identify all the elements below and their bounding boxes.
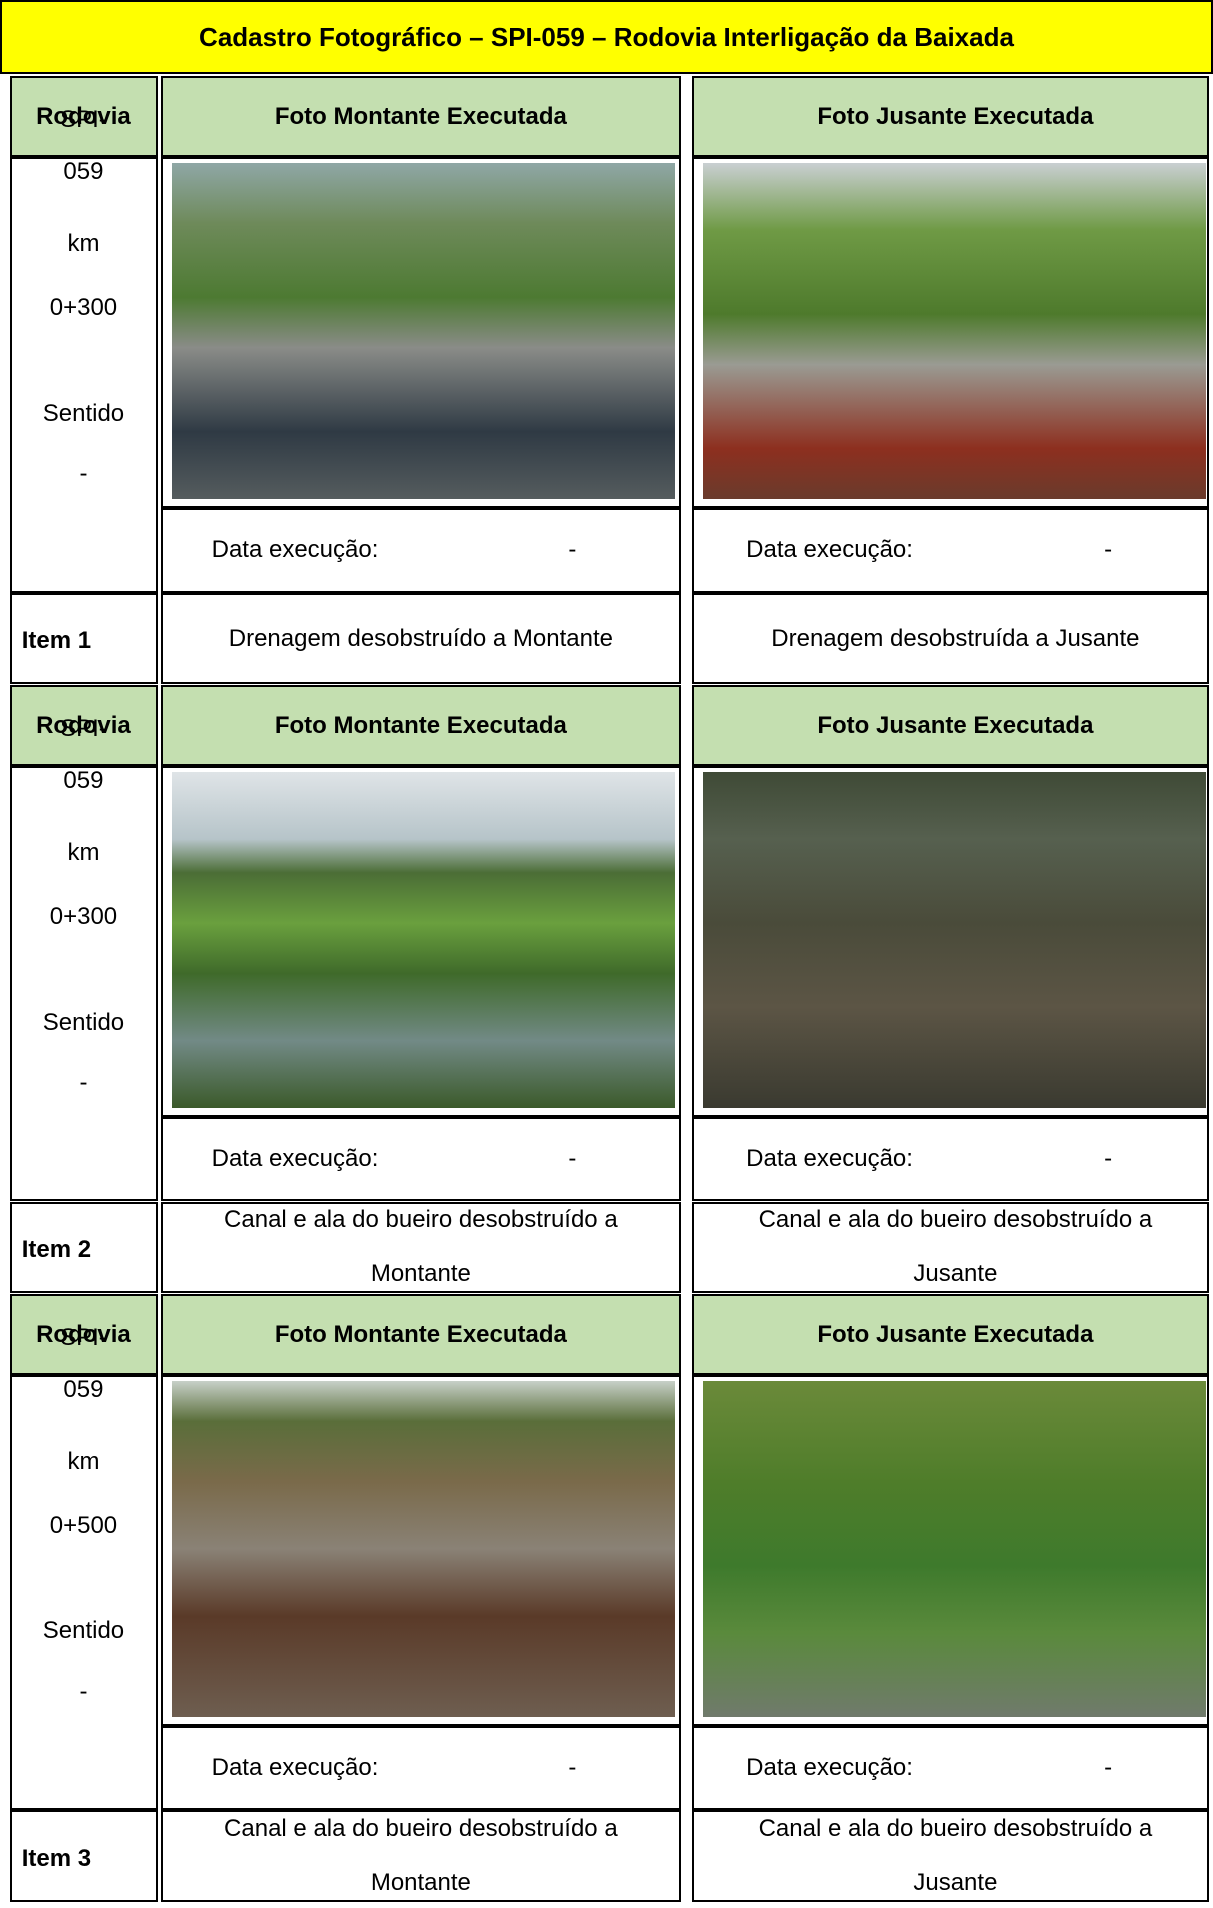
- date-value: -: [1104, 1145, 1113, 1173]
- rodovia-text: km: [67, 839, 100, 867]
- photo: [702, 772, 1206, 1109]
- caption-text: Drenagem desobstruído a Montante: [228, 624, 613, 652]
- rodovia-text: SPI-: [60, 1323, 107, 1351]
- date-label: Data execução:: [746, 536, 913, 564]
- rodovia-text: Sentido: [42, 399, 125, 427]
- rodovia-text: -: [79, 1677, 88, 1705]
- date-cell: [160, 1725, 681, 1811]
- header-cell: [691, 685, 1210, 767]
- header-text: Rodovia: [36, 103, 131, 131]
- rodovia-text: 059: [63, 1375, 104, 1403]
- item-cell: [9, 1810, 159, 1903]
- header-cell: [160, 76, 681, 158]
- header-cell: [691, 76, 1210, 158]
- caption-cell: [160, 1201, 681, 1294]
- photo: [702, 1381, 1206, 1718]
- caption-text: Canal e ala do bueiro desobstruído a: [758, 1814, 1153, 1842]
- caption-text: Montante: [370, 1260, 471, 1288]
- item-cell: [9, 592, 159, 685]
- header-text: Rodovia: [36, 712, 131, 740]
- header-cell: [9, 1294, 159, 1376]
- rodovia-cell: [9, 1375, 159, 1811]
- photo: [702, 163, 1206, 500]
- rodovia-text: Sentido: [42, 1008, 125, 1036]
- caption-text: Drenagem desobstruída a Jusante: [771, 624, 1140, 652]
- title: Cadastro Fotográfico – SPI-059 – Rodovia…: [199, 21, 1014, 52]
- date-cell: [160, 507, 681, 593]
- photo: [171, 772, 675, 1109]
- header-cell: [9, 685, 159, 767]
- date-value: -: [1104, 1754, 1113, 1782]
- caption-text: Jusante: [913, 1868, 998, 1896]
- caption-text: Jusante: [913, 1260, 998, 1288]
- date-label: Data execução:: [211, 536, 379, 564]
- title-bar: Cadastro Fotográfico – SPI-059 – Rodovia…: [0, 0, 1213, 74]
- rodovia-cell: [9, 766, 159, 1202]
- header-text: Foto Jusante Executada: [817, 712, 1094, 740]
- caption-text: Montante: [370, 1868, 471, 1896]
- rodovia-cell: [9, 157, 159, 593]
- header-text: Foto Jusante Executada: [817, 1321, 1094, 1349]
- item-cell: [9, 1201, 159, 1294]
- date-cell: [691, 507, 1210, 593]
- header-cell: [691, 1294, 1210, 1376]
- date-value: -: [568, 1754, 577, 1782]
- date-value: -: [1104, 536, 1113, 564]
- caption-cell: [691, 1201, 1210, 1294]
- caption-cell: [160, 1810, 681, 1903]
- date-label: Data execução:: [746, 1145, 913, 1173]
- rodovia-text: SPI-: [60, 714, 107, 742]
- rodovia-text: 059: [63, 766, 104, 794]
- caption-text: Canal e ala do bueiro desobstruído a: [758, 1205, 1153, 1233]
- item-label: Item 2: [21, 1235, 92, 1263]
- header-text: Foto Jusante Executada: [817, 103, 1094, 131]
- date-value: -: [568, 536, 577, 564]
- date-label: Data execução:: [746, 1754, 913, 1782]
- rodovia-text: -: [79, 1068, 88, 1096]
- date-cell: [691, 1725, 1210, 1811]
- header-text: Rodovia: [36, 1321, 131, 1349]
- header-text: Foto Montante Executada: [274, 103, 567, 131]
- photo: [171, 163, 675, 500]
- rodovia-text: km: [67, 230, 100, 258]
- header-cell: [9, 76, 159, 158]
- date-cell: [691, 1116, 1210, 1202]
- caption-cell: [691, 1810, 1210, 1903]
- photo: [171, 1381, 675, 1718]
- rodovia-text: -: [79, 460, 88, 488]
- rodovia-text: 0+300: [49, 903, 118, 931]
- header-text: Foto Montante Executada: [274, 1321, 567, 1349]
- item-label: Item 1: [21, 626, 92, 654]
- caption-cell: [160, 592, 681, 685]
- header-text: Foto Montante Executada: [274, 712, 567, 740]
- caption-text: Canal e ala do bueiro desobstruído a: [224, 1814, 618, 1842]
- caption-cell: [691, 592, 1210, 685]
- caption-text: Canal e ala do bueiro desobstruído a: [224, 1205, 618, 1233]
- date-label: Data execução:: [211, 1145, 379, 1173]
- item-label: Item 3: [21, 1844, 92, 1872]
- date-cell: [160, 1116, 681, 1202]
- rodovia-text: 0+300: [49, 294, 118, 322]
- rodovia-text: SPI-: [60, 105, 107, 133]
- rodovia-text: 0+500: [49, 1512, 118, 1540]
- header-cell: [160, 1294, 681, 1376]
- rodovia-text: 059: [63, 157, 104, 185]
- header-cell: [160, 685, 681, 767]
- rodovia-text: Sentido: [42, 1617, 125, 1645]
- rodovia-text: km: [67, 1448, 100, 1476]
- date-value: -: [568, 1145, 577, 1173]
- date-label: Data execução:: [211, 1754, 379, 1782]
